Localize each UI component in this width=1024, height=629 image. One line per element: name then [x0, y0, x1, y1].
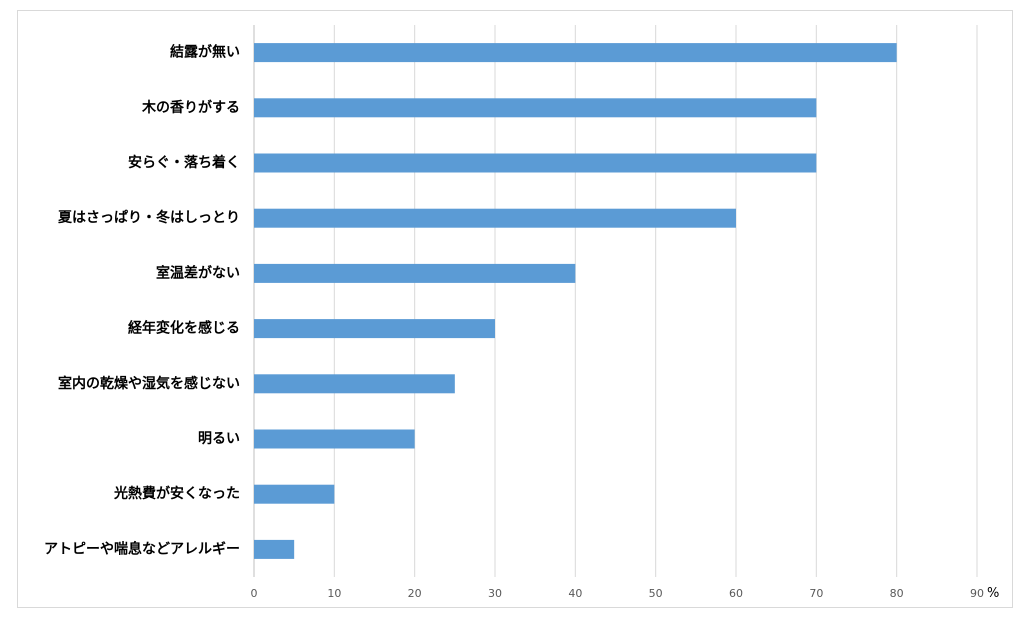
x-tick-label-40: 40	[568, 587, 582, 600]
x-tick-label-80: 80	[890, 587, 904, 600]
x-tick-label-0: 0	[251, 587, 258, 600]
category-label-9: 光熱費が安くなった	[113, 485, 240, 502]
category-label-5: 室温差がない	[156, 264, 240, 281]
x-tick-labels: 0 10 20 30 40 50 60 70 80 90	[251, 587, 985, 600]
category-label-1: 結露が無い	[170, 44, 240, 61]
category-label-7: 室内の乾燥や湿気を感じない	[58, 375, 240, 392]
bar-3	[254, 153, 817, 173]
category-label-8: 明るい	[198, 431, 240, 447]
bar-6	[254, 319, 495, 339]
x-tick-label-20: 20	[408, 587, 422, 600]
category-label-6: 経年変化を感じる	[128, 320, 240, 337]
bar-10	[254, 539, 295, 559]
category-labels: 結露が無い木の香りがする安らぐ・落ち着く夏はさっぱり・冬はしっとり室温差がない経…	[44, 44, 240, 558]
bar-4	[254, 208, 736, 228]
x-tick-label-10: 10	[327, 587, 341, 600]
category-label-3: 安らぐ・落ち着く	[128, 154, 240, 171]
bar-2	[254, 98, 817, 118]
bar-1	[254, 43, 897, 63]
x-tick-label-90: 90	[970, 587, 984, 600]
x-tick-label-30: 30	[488, 587, 502, 600]
category-label-4: 夏はさっぱり・冬はしっとり	[58, 209, 240, 226]
bar-8	[254, 429, 415, 449]
category-label-2: 木の香りがする	[141, 99, 240, 116]
category-label-10: アトピーや喘息などアレルギー	[44, 540, 240, 557]
bar-5	[254, 263, 576, 283]
x-tick-label-70: 70	[809, 587, 823, 600]
x-tick-label-50: 50	[649, 587, 663, 600]
bar-7	[254, 374, 455, 394]
x-unit-label: %	[987, 586, 999, 601]
x-tick-label-60: 60	[729, 587, 743, 600]
bar-9	[254, 484, 335, 504]
bars	[254, 43, 897, 559]
